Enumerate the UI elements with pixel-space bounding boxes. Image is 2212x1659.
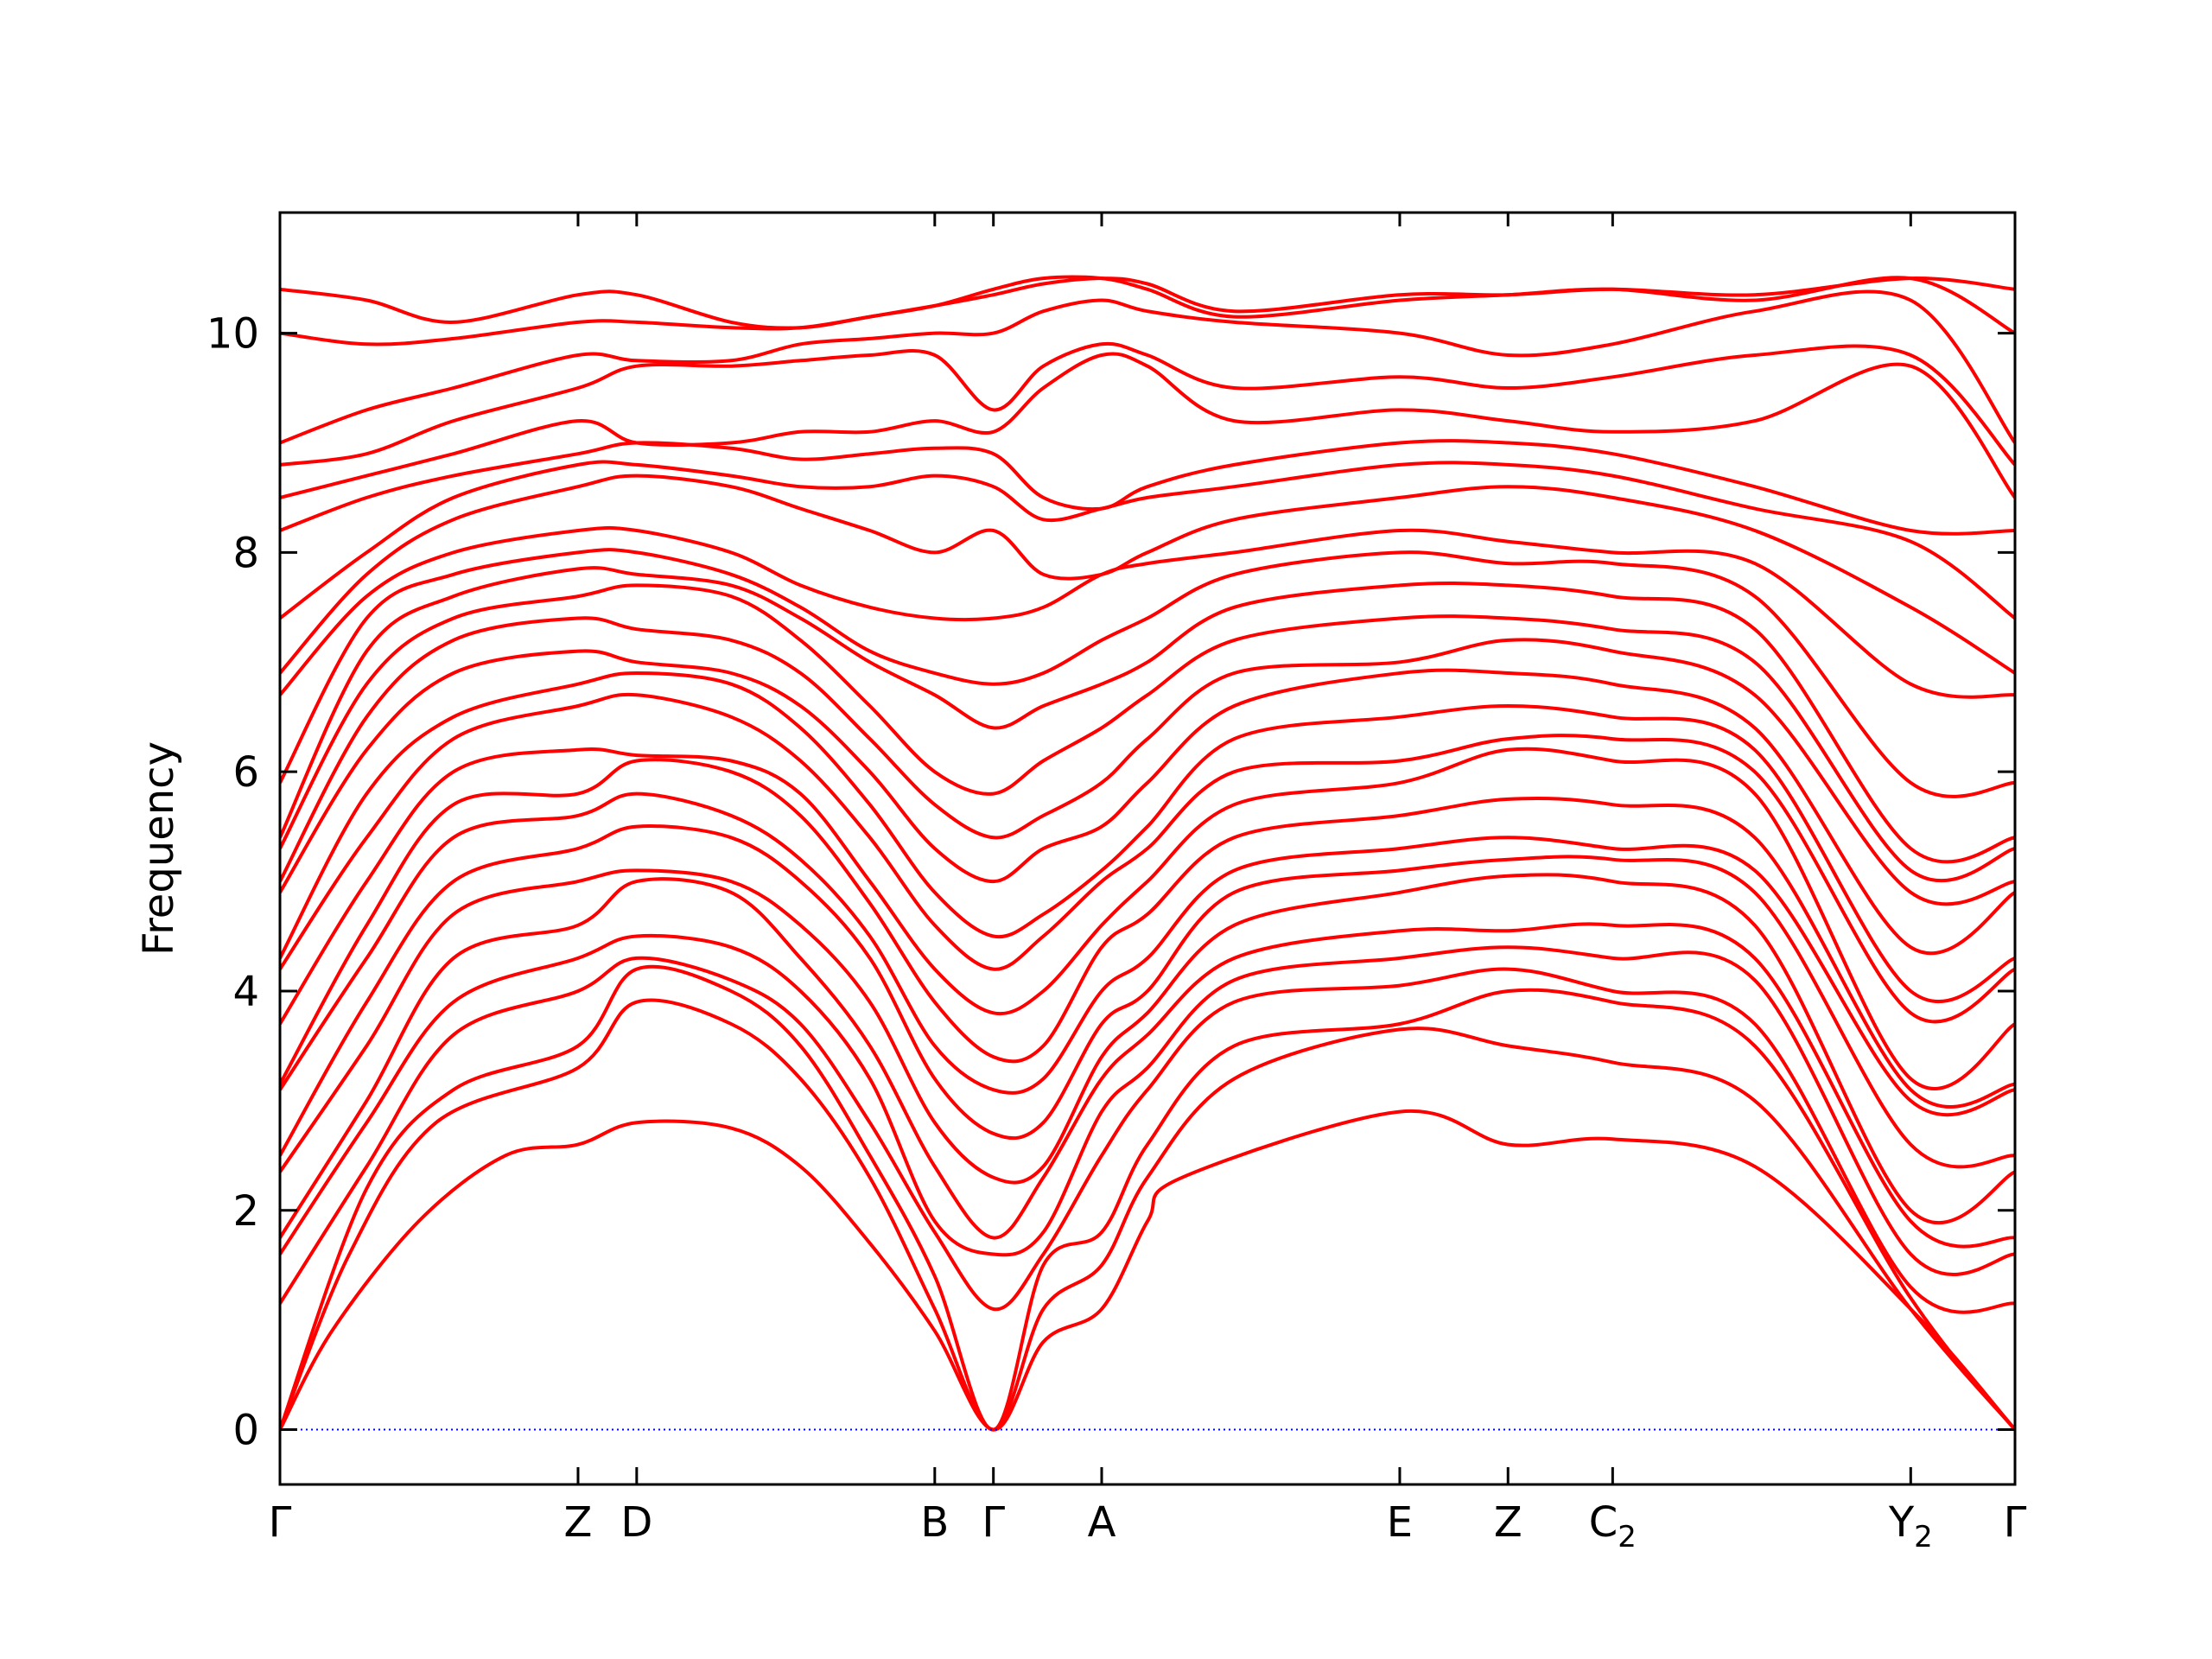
y-tick-label-10: 10: [207, 310, 259, 359]
kpoint-label-6: A: [1088, 1498, 1116, 1547]
band-line-1: [280, 1109, 2015, 1432]
y-tick-label-2: 2: [232, 1187, 259, 1236]
kpoint-ticks-layer: Γ Z D B Γ A E Z C2 Y2 Γ: [269, 213, 2027, 1554]
band-line-24: [280, 341, 2015, 467]
y-tick-label-4: 4: [232, 968, 259, 1016]
band-line-21: [280, 460, 2015, 620]
band-line-13: [280, 671, 2015, 1004]
kpoint-label-11: Γ: [2004, 1498, 2027, 1547]
kpoint-label-4: B: [920, 1498, 949, 1547]
band-line-12: [280, 692, 2015, 1024]
band-line-4: [280, 956, 2015, 1314]
band-line-7: [280, 868, 2015, 1225]
plot-frame: [278, 211, 2017, 1486]
kpoint-label-7: E: [1387, 1498, 1413, 1547]
band-line-11: [280, 747, 2015, 1090]
band-line-14: [280, 649, 2015, 956]
y-tick-label-8: 8: [232, 529, 259, 577]
kpoint-label-3: D: [620, 1498, 652, 1547]
y-tick-label-6: 6: [232, 748, 259, 797]
y-axis-title: Frequency: [135, 741, 183, 956]
band-line-6: [280, 877, 2015, 1249]
y-ticks-layer: 0 2 4 6 8 10: [207, 310, 2015, 1455]
band-line-17: [280, 566, 2015, 864]
band-line-16: [280, 583, 2015, 883]
band-line-5: [280, 933, 2015, 1276]
kpoint-label-2: Z: [564, 1498, 593, 1547]
band-line-8: [280, 824, 2015, 1169]
band-line-3: [280, 964, 2015, 1432]
band-line-25: [280, 289, 2015, 445]
band-line-10: [280, 758, 2015, 1109]
band-line-22: [280, 439, 2015, 536]
band-line-9: [280, 791, 2015, 1117]
band-line-23: [280, 352, 2015, 499]
band-line-19: [280, 525, 2015, 699]
band-lines-layer: [280, 275, 2015, 1432]
kpoint-label-8: Z: [1494, 1498, 1522, 1547]
kpoint-label-subscript-9: 2: [1618, 1520, 1637, 1554]
band-line-27: [280, 276, 2015, 330]
band-line-18: [280, 548, 2015, 798]
kpoint-label-subscript-10: 2: [1914, 1520, 1933, 1554]
kpoint-label-5: Γ: [982, 1498, 1005, 1547]
band-line-20: [280, 474, 2015, 675]
kpoint-label-1: Γ: [269, 1498, 292, 1547]
band-line-15: [280, 616, 2015, 906]
band-line-2: [280, 998, 2015, 1432]
y-tick-label-0: 0: [232, 1407, 259, 1455]
